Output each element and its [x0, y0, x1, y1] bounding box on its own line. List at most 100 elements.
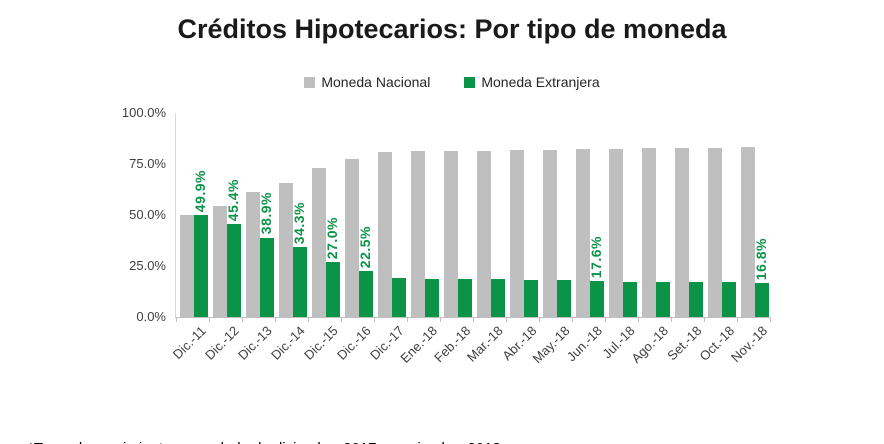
x-axis-tick [440, 317, 441, 322]
x-axis-tick [506, 317, 507, 322]
bar-group-Jul.-18 [605, 113, 638, 317]
bar-group-Mar.-18 [473, 113, 506, 317]
bar-moneda-nacional-Dic.-11 [180, 214, 194, 317]
y-axis-label: 50.0% [129, 207, 166, 222]
x-axis-tick [671, 317, 672, 322]
bar-moneda-nacional-Nov.-18 [741, 147, 755, 317]
x-axis-tick [176, 317, 177, 322]
bar-moneda-extranjera-Ene.-18 [425, 279, 439, 317]
bar-moneda-extranjera-Set.-18 [689, 282, 703, 317]
legend: Moneda Nacional Moneda Extranjera [20, 74, 884, 90]
bar-group-Dic.-15 [308, 113, 341, 317]
bar-moneda-extranjera-Dic.-14 [293, 247, 307, 317]
data-label-Nov.-18: 16.8% [753, 237, 769, 280]
legend-swatch-extranjera-icon [464, 76, 476, 88]
bar-group-Jun.-18 [572, 113, 605, 317]
x-axis-tick [341, 317, 342, 322]
legend-label-moneda-extranjera: Moneda Extranjera [481, 74, 600, 90]
x-axis-label-Dic.-11: Dic.-11 [170, 323, 210, 363]
plot-area: 49.9% 45.4% 38.9% 34.3% 27.0% 22.5% 17.6% 16.8% [175, 113, 771, 322]
data-label-Dic.-14: 34.3% [291, 201, 307, 245]
data-label-Dic.-15: 27.0% [324, 216, 340, 259]
bar-moneda-nacional-Dic.-17 [378, 151, 392, 317]
x-axis-label-Ago.-18: Ago.-18 [628, 323, 672, 366]
x-axis-tick [308, 317, 309, 322]
bar-moneda-nacional-Dic.-13 [246, 192, 260, 317]
bar-moneda-nacional-Jun.-18 [576, 148, 590, 317]
bar-moneda-nacional-Dic.-15 [312, 168, 326, 317]
bar-group-Abr.-18 [506, 113, 539, 317]
x-axis-label-Ene.-18: Ene.-18 [397, 323, 441, 366]
bar-moneda-nacional-Dic.-16 [345, 158, 359, 317]
bar-moneda-nacional-Mar.-18 [477, 150, 491, 317]
x-axis-label-Feb.-18: Feb.-18 [430, 323, 474, 366]
bar-group-Dic.-14 [275, 113, 308, 317]
x-axis-label-Mar.-18: Mar.-18 [464, 323, 507, 365]
legend-label-moneda-nacional: Moneda Nacional [321, 74, 431, 90]
bar-moneda-extranjera-Ago.-18 [656, 281, 670, 317]
bar-moneda-nacional-May.-18 [543, 149, 557, 317]
legend-item-moneda-extranjera: Moneda Extranjera [464, 74, 600, 90]
x-axis-tick [572, 317, 573, 322]
bar-moneda-extranjera-Abr.-18 [524, 279, 538, 317]
bar-group-Ago.-18 [638, 113, 671, 317]
bar-moneda-nacional-Dic.-12 [213, 205, 227, 317]
bar-group-Set.-18 [671, 113, 704, 317]
bar-moneda-extranjera-May.-18 [557, 280, 571, 317]
data-label-Dic.-16: 22.5% [357, 225, 373, 269]
x-axis-label-Dic.-12: Dic.-12 [202, 323, 243, 363]
bar-moneda-extranjera-Dic.-17 [392, 278, 406, 317]
x-axis-tick [275, 317, 276, 322]
x-axis-label-Dic.-15: Dic.-15 [301, 323, 342, 363]
x-axis-tick [539, 317, 540, 322]
x-axis-tick [209, 317, 210, 322]
bar-moneda-extranjera-Mar.-18 [491, 279, 505, 317]
bar-moneda-extranjera-Nov.-18 [755, 282, 769, 317]
bar-moneda-nacional-Feb.-18 [444, 150, 458, 317]
x-axis-tick [407, 317, 408, 322]
bar-group-Nov.-18 [737, 113, 770, 317]
bar-group-Ene.-18 [407, 113, 440, 317]
data-label-Dic.-11: 49.9% [192, 170, 208, 213]
bar-moneda-extranjera-Jul.-18 [623, 281, 637, 317]
chart-title: Créditos Hipotecarios: Por tipo de moned… [177, 14, 727, 44]
bar-group-Oct.-18 [704, 113, 737, 317]
x-axis-label-Dic.-13: Dic.-13 [235, 323, 276, 363]
legend-item-moneda-nacional: Moneda Nacional [304, 74, 430, 90]
bar-group-Dic.-17 [374, 113, 407, 317]
bar-group-May.-18 [539, 113, 572, 317]
data-label-Dic.-12: 45.4% [225, 179, 241, 222]
x-axis-tick [242, 317, 243, 322]
x-axis-tick [374, 317, 375, 322]
bar-moneda-extranjera-Dic.-12 [227, 224, 241, 317]
bar-moneda-nacional-Ene.-18 [411, 150, 425, 317]
footnote-line-1: *Tasa de crecimiento acumulada de diciem… [28, 438, 501, 444]
bar-moneda-nacional-Oct.-18 [708, 147, 722, 317]
x-axis-tick [473, 317, 474, 322]
data-label-Dic.-13: 38.9% [258, 192, 274, 235]
bar-group-Feb.-18 [440, 113, 473, 317]
bar-moneda-extranjera-Oct.-18 [722, 282, 736, 317]
x-axis-tick [770, 317, 771, 322]
y-axis-label: 0.0% [136, 309, 166, 324]
y-axis-label: 75.0% [129, 156, 166, 171]
x-axis-label-Set.-18: Set.-18 [663, 323, 705, 364]
data-label-Jun.-18: 17.6% [588, 235, 604, 279]
bar-group-Dic.-11 [176, 113, 209, 317]
bar-moneda-extranjera-Dic.-16 [359, 271, 373, 317]
bar-moneda-nacional-Ago.-18 [642, 148, 656, 317]
x-axis-label-Dic.-14: Dic.-14 [268, 323, 309, 363]
bar-moneda-nacional-Jul.-18 [609, 148, 623, 317]
bar-moneda-extranjera-Dic.-11 [194, 215, 208, 317]
x-axis-label-Dic.-16: Dic.-16 [334, 323, 375, 363]
footnote: *Tasa de crecimiento acumulada de diciem… [28, 396, 501, 444]
x-axis-tick [737, 317, 738, 322]
bar-moneda-extranjera-Dic.-13 [260, 237, 274, 317]
x-axis-label-Jun.-18: Jun.-18 [563, 323, 606, 365]
x-axis-tick [638, 317, 639, 322]
bar-moneda-extranjera-Dic.-15 [326, 261, 340, 317]
bar-moneda-nacional-Dic.-14 [279, 182, 293, 317]
bar-group-Dic.-16 [341, 113, 374, 317]
y-axis-label: 25.0% [129, 258, 166, 273]
